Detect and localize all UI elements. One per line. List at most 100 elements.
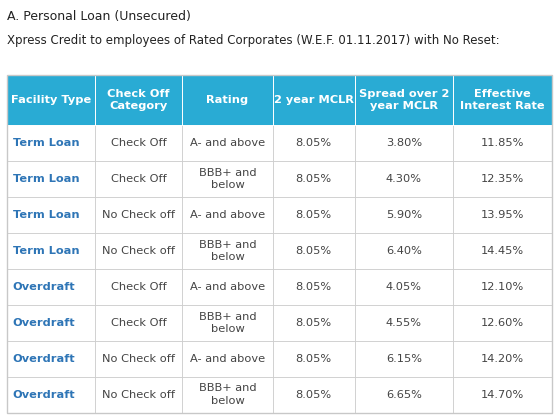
Bar <box>354 161 453 197</box>
Text: Check Off: Check Off <box>111 318 167 328</box>
Bar <box>453 125 552 161</box>
Bar <box>453 75 552 125</box>
Text: 5.90%: 5.90% <box>386 210 422 220</box>
Text: Spread over 2
year MCLR: Spread over 2 year MCLR <box>359 89 449 111</box>
Text: A- and above: A- and above <box>190 282 265 292</box>
Bar <box>7 377 95 413</box>
Text: 12.35%: 12.35% <box>481 174 524 184</box>
Text: 14.20%: 14.20% <box>481 354 524 364</box>
Text: A- and above: A- and above <box>190 210 265 220</box>
Text: 8.05%: 8.05% <box>296 210 331 220</box>
Bar <box>95 75 182 125</box>
Bar <box>95 125 182 161</box>
Text: Facility Type: Facility Type <box>11 95 91 105</box>
Bar <box>7 197 95 233</box>
Bar <box>7 125 95 161</box>
Text: 8.05%: 8.05% <box>296 354 331 364</box>
Bar <box>182 161 273 197</box>
Text: 14.70%: 14.70% <box>481 390 524 400</box>
Bar <box>95 269 182 305</box>
Bar <box>7 269 95 305</box>
Bar <box>453 161 552 197</box>
Bar <box>7 341 95 377</box>
Bar <box>354 269 453 305</box>
Text: Check Off
Category: Check Off Category <box>107 89 170 111</box>
Bar <box>7 75 95 125</box>
Text: 11.85%: 11.85% <box>481 138 524 148</box>
Text: 8.05%: 8.05% <box>296 390 331 400</box>
Bar <box>273 125 354 161</box>
Bar <box>95 197 182 233</box>
Bar <box>182 305 273 341</box>
Text: No Check off: No Check off <box>102 210 175 220</box>
Text: 4.30%: 4.30% <box>386 174 422 184</box>
Bar <box>182 377 273 413</box>
Bar <box>453 305 552 341</box>
Bar <box>182 341 273 377</box>
Text: 4.55%: 4.55% <box>386 318 422 328</box>
Text: Term Loan: Term Loan <box>12 246 79 256</box>
Bar <box>273 233 354 269</box>
Text: Rating: Rating <box>206 95 249 105</box>
Bar <box>7 75 552 413</box>
Text: 6.65%: 6.65% <box>386 390 422 400</box>
Text: A- and above: A- and above <box>190 138 265 148</box>
Text: 3.80%: 3.80% <box>386 138 422 148</box>
Text: No Check off: No Check off <box>102 246 175 256</box>
Text: 14.45%: 14.45% <box>481 246 524 256</box>
Bar <box>7 305 95 341</box>
Text: BBB+ and
below: BBB+ and below <box>198 384 256 406</box>
Bar <box>453 377 552 413</box>
Text: BBB+ and
below: BBB+ and below <box>198 168 256 190</box>
Text: Check Off: Check Off <box>111 282 167 292</box>
Text: No Check off: No Check off <box>102 354 175 364</box>
Bar <box>273 161 354 197</box>
Text: BBB+ and
below: BBB+ and below <box>198 312 256 334</box>
Bar <box>182 197 273 233</box>
Text: 4.05%: 4.05% <box>386 282 422 292</box>
Bar <box>182 75 273 125</box>
Text: Term Loan: Term Loan <box>12 210 79 220</box>
Text: 6.15%: 6.15% <box>386 354 422 364</box>
Bar <box>273 269 354 305</box>
Bar <box>354 305 453 341</box>
Bar <box>354 377 453 413</box>
Text: 8.05%: 8.05% <box>296 282 331 292</box>
Bar <box>95 377 182 413</box>
Bar <box>95 341 182 377</box>
Text: A. Personal Loan (Unsecured): A. Personal Loan (Unsecured) <box>7 10 191 23</box>
Text: 8.05%: 8.05% <box>296 318 331 328</box>
Bar <box>354 233 453 269</box>
Bar <box>273 377 354 413</box>
Text: 12.10%: 12.10% <box>481 282 524 292</box>
Text: Overdraft: Overdraft <box>12 282 75 292</box>
Bar <box>354 125 453 161</box>
Bar <box>273 305 354 341</box>
Bar <box>7 233 95 269</box>
Bar <box>453 233 552 269</box>
Text: 8.05%: 8.05% <box>296 174 331 184</box>
Text: 6.40%: 6.40% <box>386 246 422 256</box>
Bar <box>354 75 453 125</box>
Text: BBB+ and
below: BBB+ and below <box>198 240 256 262</box>
Text: 8.05%: 8.05% <box>296 246 331 256</box>
Text: Check Off: Check Off <box>111 138 167 148</box>
Bar <box>182 233 273 269</box>
Text: Term Loan: Term Loan <box>12 138 79 148</box>
Bar <box>453 197 552 233</box>
Bar <box>182 125 273 161</box>
Text: Overdraft: Overdraft <box>12 390 75 400</box>
Text: 13.95%: 13.95% <box>481 210 524 220</box>
Bar <box>354 341 453 377</box>
Text: Overdraft: Overdraft <box>12 354 75 364</box>
Text: Overdraft: Overdraft <box>12 318 75 328</box>
Text: Effective
Interest Rate: Effective Interest Rate <box>460 89 545 111</box>
Text: No Check off: No Check off <box>102 390 175 400</box>
Bar <box>95 161 182 197</box>
Bar <box>273 341 354 377</box>
Bar <box>453 269 552 305</box>
Bar <box>7 161 95 197</box>
Bar <box>453 341 552 377</box>
Text: 8.05%: 8.05% <box>296 138 331 148</box>
Bar <box>95 233 182 269</box>
